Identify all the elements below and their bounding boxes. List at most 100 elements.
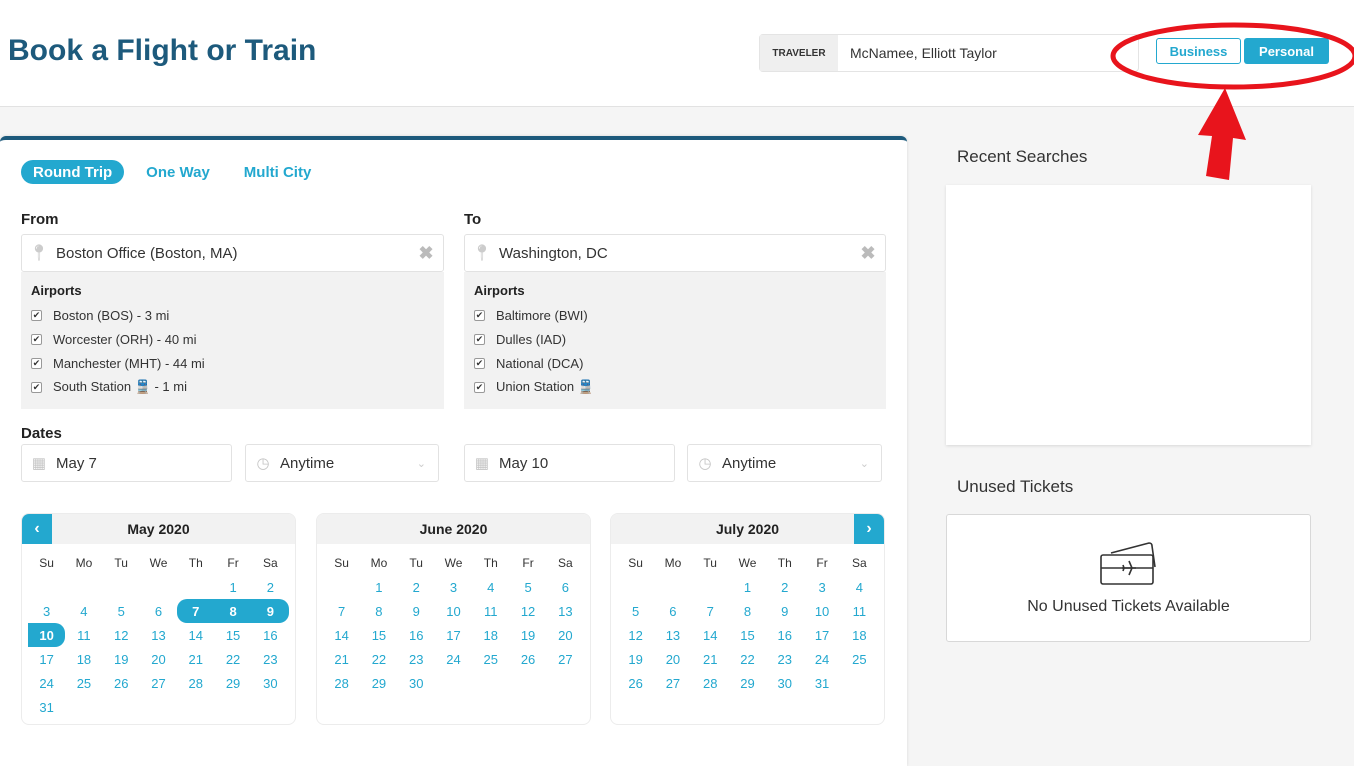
calendar-day[interactable]: 16 [263, 627, 278, 643]
calendar-day[interactable]: 29 [225, 675, 241, 691]
calendar-day[interactable]: 27 [665, 675, 681, 691]
clear-from-icon[interactable]: ✖ [418, 242, 434, 263]
calendar-day[interactable]: 7 [177, 599, 215, 623]
calendar-day[interactable]: 29 [740, 675, 755, 691]
calendar-day[interactable]: 2 [412, 579, 420, 595]
calendar-day[interactable]: 25 [852, 651, 867, 667]
calendar-day[interactable]: 20 [665, 651, 681, 667]
calendar-day[interactable]: 23 [408, 651, 424, 667]
calendar-day[interactable]: 16 [777, 627, 793, 643]
calendar-day[interactable]: 6 [154, 603, 163, 619]
return-time-select[interactable]: ◷ Anytime ⌄ [687, 444, 882, 482]
calendar-day[interactable]: 12 [628, 627, 643, 643]
calendar-day[interactable]: 22 [371, 651, 387, 667]
checkbox[interactable]: ✔ [474, 333, 485, 345]
calendar-day[interactable]: 17 [39, 651, 54, 667]
calendar-day[interactable]: 5 [524, 579, 532, 595]
calendar-day[interactable]: 3 [818, 579, 826, 595]
calendar-day[interactable]: 19 [520, 627, 536, 643]
calendar-day[interactable]: 5 [632, 603, 640, 619]
calendar-day[interactable]: 17 [446, 627, 461, 643]
from-input[interactable]: 📍︎ Boston Office (Boston, MA) ✖ [21, 234, 444, 272]
calendar-day[interactable]: 28 [188, 675, 204, 691]
calendar-day[interactable]: 11 [484, 603, 498, 619]
calendar-day[interactable]: 26 [628, 675, 643, 691]
calendar-day[interactable]: 8 [214, 599, 252, 623]
calendar-day[interactable]: 30 [408, 675, 424, 691]
calendar-day[interactable]: 19 [628, 651, 643, 667]
calendar-day[interactable]: 14 [334, 627, 349, 643]
calendar-day[interactable]: 29 [371, 675, 387, 691]
calendar-day[interactable]: 30 [777, 675, 793, 691]
from-value[interactable]: Boston Office (Boston, MA) [56, 244, 238, 262]
clear-to-icon[interactable]: ✖ [860, 242, 876, 263]
calendar-day[interactable]: 28 [702, 675, 718, 691]
calendar-day[interactable]: 2 [266, 579, 274, 595]
calendar-day[interactable]: 8 [375, 603, 383, 619]
checkbox[interactable]: ✔ [31, 309, 42, 321]
calendar-day[interactable]: 28 [334, 675, 349, 691]
calendar-day[interactable]: 16 [408, 627, 424, 643]
calendar-day[interactable]: 15 [371, 627, 387, 643]
checkbox[interactable]: ✔ [474, 357, 485, 369]
calendar-day[interactable]: 1 [375, 579, 383, 595]
next-month-button[interactable]: › [854, 514, 884, 544]
calendar-day[interactable]: 10 [814, 603, 830, 619]
depart-time-select[interactable]: ◷ Anytime ⌄ [245, 444, 439, 482]
checkbox[interactable]: ✔ [31, 381, 42, 393]
calendar-day[interactable]: 11 [77, 627, 91, 643]
calendar-day[interactable]: 13 [558, 603, 573, 619]
calendar-day[interactable]: 26 [113, 675, 129, 691]
calendar-day[interactable]: 19 [113, 651, 129, 667]
calendar-day[interactable]: 21 [334, 651, 349, 667]
calendar-day[interactable]: 5 [117, 603, 125, 619]
calendar-day[interactable]: 27 [151, 675, 166, 691]
calendar-day[interactable]: 2 [781, 579, 789, 595]
calendar-day[interactable]: 31 [39, 699, 54, 715]
calendar-day[interactable]: 4 [855, 579, 863, 595]
calendar-day[interactable]: 25 [483, 651, 499, 667]
to-value[interactable]: Washington, DC [499, 244, 608, 262]
calendar-day[interactable]: 20 [151, 651, 166, 667]
calendar-day[interactable]: 20 [558, 627, 573, 643]
traveler-value[interactable]: McNamee, Elliott Taylor [850, 45, 997, 61]
calendar-day[interactable]: 31 [814, 675, 830, 691]
calendar-day[interactable]: 4 [487, 579, 495, 595]
calendar-day[interactable]: 12 [113, 627, 129, 643]
calendar-day[interactable]: 25 [76, 675, 92, 691]
calendar-day[interactable]: 7 [338, 603, 346, 619]
calendar-day[interactable]: 14 [702, 627, 718, 643]
checkbox[interactable]: ✔ [31, 333, 42, 345]
calendar-day[interactable]: 23 [777, 651, 793, 667]
traveler-select[interactable]: TRAVELER McNamee, Elliott Taylor [759, 34, 1139, 72]
calendar-day[interactable]: 27 [558, 651, 573, 667]
calendar-day[interactable]: 24 [446, 651, 461, 667]
calendar-day[interactable]: 14 [188, 627, 204, 643]
prev-month-button[interactable]: ‹ [22, 514, 52, 544]
calendar-day[interactable]: 17 [814, 627, 830, 643]
return-date-input[interactable]: ▦ May 10 [464, 444, 675, 482]
calendar-day[interactable]: 9 [251, 599, 289, 623]
calendar-day[interactable]: 3 [449, 579, 458, 595]
checkbox[interactable]: ✔ [474, 309, 485, 321]
calendar-day[interactable]: 6 [669, 603, 677, 619]
calendar-day[interactable]: 24 [39, 675, 54, 691]
calendar-day[interactable]: 21 [702, 651, 718, 667]
calendar-day[interactable]: 21 [188, 651, 204, 667]
checkbox[interactable]: ✔ [31, 357, 42, 369]
tab-one-way[interactable]: One Way [146, 163, 210, 181]
calendar-day[interactable]: 18 [483, 627, 499, 643]
calendar-day[interactable]: 11 [852, 603, 867, 619]
calendar-day[interactable]: 10 [28, 623, 66, 647]
calendar-day[interactable]: 10 [446, 603, 461, 619]
calendar-day[interactable]: 26 [520, 651, 536, 667]
calendar-day[interactable]: 9 [412, 603, 420, 619]
calendar-day[interactable]: 22 [740, 651, 755, 667]
calendar-day[interactable]: 12 [520, 603, 536, 619]
calendar-day[interactable]: 22 [225, 651, 241, 667]
to-input[interactable]: 📍︎ Washington, DC ✖ [464, 234, 886, 272]
calendar-day[interactable]: 8 [743, 603, 752, 619]
calendar-day[interactable]: 15 [740, 627, 755, 643]
calendar-day[interactable]: 9 [781, 603, 789, 619]
calendar-day[interactable]: 7 [706, 603, 714, 619]
